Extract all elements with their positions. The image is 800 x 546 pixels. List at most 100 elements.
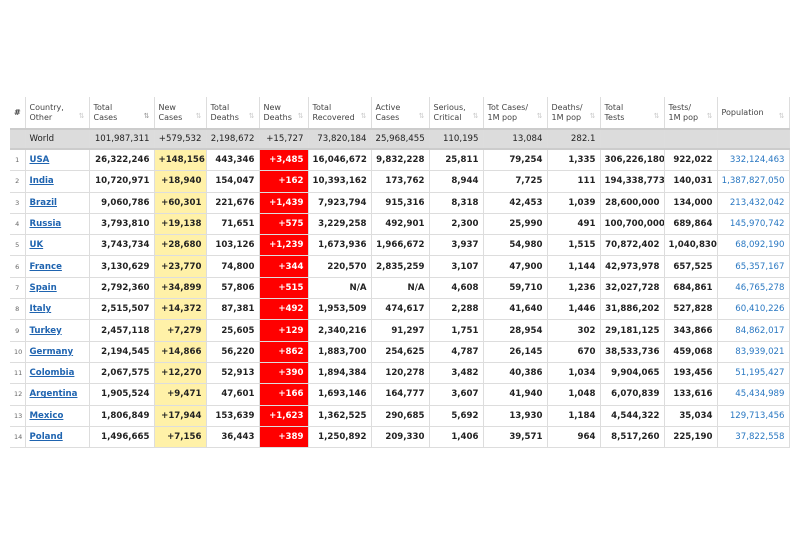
column-header-label: Active Cases bbox=[375, 102, 401, 122]
cell-rank: 4 bbox=[10, 213, 26, 236]
cell-country: Turkey bbox=[25, 319, 90, 342]
country-link[interactable]: Italy bbox=[29, 304, 52, 315]
cell-new-cases: +23,770 bbox=[154, 255, 207, 278]
cell-new-cases: +19,138 bbox=[154, 213, 207, 236]
cell-total-cases: 26,322,246 bbox=[89, 149, 155, 172]
country-link[interactable]: Turkey bbox=[29, 325, 62, 336]
cell-active-cases: 474,617 bbox=[371, 298, 430, 321]
sort-icon[interactable]: ⇅ bbox=[418, 112, 425, 120]
cell-active-cases: N/A bbox=[371, 277, 430, 300]
cell-new-cases: +34,899 bbox=[154, 277, 207, 300]
column-header-serious-critical[interactable]: Serious, Critical ⇅ bbox=[429, 97, 484, 130]
sort-icon[interactable]: ⇅ bbox=[297, 112, 304, 120]
column-header-cases-per-1m[interactable]: Tot Cases/ 1M pop ⇅ bbox=[483, 97, 548, 130]
cell-active-cases: 1,966,672 bbox=[371, 234, 430, 257]
cell-serious-critical: 3,937 bbox=[429, 234, 484, 257]
cell-active-cases: 25,968,455 bbox=[371, 129, 430, 150]
cell-total-recovered: 1,362,525 bbox=[308, 405, 372, 427]
column-header-country[interactable]: Country, Other ⇅ bbox=[25, 97, 90, 130]
cell-total-deaths: 221,676 bbox=[206, 192, 260, 214]
column-header-tests-per-1m[interactable]: Tests/ 1M pop ⇅ bbox=[664, 97, 718, 130]
cell-rank: 2 bbox=[10, 170, 26, 193]
cell-country: Mexico bbox=[25, 405, 90, 427]
cell-total-recovered: 1,953,509 bbox=[308, 298, 372, 321]
cell-total-tests: 9,904,065 bbox=[600, 362, 665, 385]
cell-new-cases: +579,532 bbox=[154, 129, 207, 150]
sort-icon[interactable]: ⇅ bbox=[589, 112, 596, 120]
country-link[interactable]: India bbox=[29, 176, 54, 187]
country-link[interactable]: Argentina bbox=[29, 389, 78, 400]
cell-deaths-per-1m: 1,236 bbox=[547, 277, 601, 300]
column-header-deaths-per-1m[interactable]: Deaths/ 1M pop ⇅ bbox=[547, 97, 601, 130]
cell-cases-per-1m: 42,453 bbox=[483, 192, 548, 214]
cell-serious-critical: 3,107 bbox=[429, 255, 484, 278]
sort-icon[interactable]: ⇅ bbox=[536, 112, 543, 120]
cell-population: 84,862,017 bbox=[717, 319, 790, 342]
country-link[interactable]: Russia bbox=[29, 219, 62, 230]
country-link[interactable]: Poland bbox=[29, 432, 63, 442]
cell-rank: 1 bbox=[10, 149, 26, 172]
country-link[interactable]: Spain bbox=[29, 282, 57, 293]
sort-icon[interactable]: ⇅ bbox=[195, 112, 202, 120]
cell-rank: 13 bbox=[10, 405, 26, 427]
column-header-total-deaths[interactable]: Total Deaths ⇅ bbox=[206, 97, 260, 130]
country-link[interactable]: France bbox=[29, 261, 62, 272]
cell-total-recovered: 1,894,384 bbox=[308, 362, 372, 385]
cell-cases-per-1m: 7,725 bbox=[483, 170, 548, 193]
column-header-total-tests[interactable]: Total Tests ⇅ bbox=[600, 97, 665, 130]
cell-total-cases: 3,793,810 bbox=[89, 213, 155, 236]
cell-new-cases: +18,940 bbox=[154, 170, 207, 193]
country-link[interactable]: Colombia bbox=[29, 368, 75, 379]
sort-icon[interactable]: ⇅ bbox=[472, 112, 479, 120]
column-header-new-deaths[interactable]: New Deaths ⇅ bbox=[259, 97, 309, 130]
table-row: 10 Germany 2,194,545 +14,866 56,220 +862 1,883… bbox=[10, 341, 790, 363]
cell-cases-per-1m: 41,940 bbox=[483, 383, 548, 406]
cell-active-cases: 91,297 bbox=[371, 319, 430, 342]
cell-tests-per-1m: 527,828 bbox=[664, 298, 718, 321]
cell-total-deaths: 87,381 bbox=[206, 298, 260, 321]
cell-country: USA bbox=[25, 149, 90, 172]
header-row: # Country, Other ⇅ Total Cases ⇅ New Cases ⇅ To… bbox=[10, 97, 790, 130]
cell-new-deaths: +162 bbox=[259, 170, 309, 193]
cell-deaths-per-1m: 302 bbox=[547, 319, 601, 342]
cell-total-recovered: 73,820,184 bbox=[308, 129, 372, 150]
cell-active-cases: 254,625 bbox=[371, 341, 430, 363]
sort-icon[interactable]: ⇅ bbox=[653, 112, 660, 120]
column-header-label: Total Tests bbox=[604, 102, 625, 122]
cell-total-recovered: 1,673,936 bbox=[308, 234, 372, 257]
cell-rank: 14 bbox=[10, 426, 26, 449]
cell-cases-per-1m: 54,980 bbox=[483, 234, 548, 257]
column-header-total-cases[interactable]: Total Cases ⇅ bbox=[89, 97, 155, 130]
country-link[interactable]: USA bbox=[29, 155, 50, 166]
cell-serious-critical: 2,288 bbox=[429, 298, 484, 321]
table-row: 3 Brazil 9,060,786 +60,301 221,676 +1,439 7,92… bbox=[10, 192, 790, 214]
sort-icon[interactable]: ⇅ bbox=[706, 112, 713, 120]
cell-total-cases: 9,060,786 bbox=[89, 192, 155, 214]
column-header-new-cases[interactable]: New Cases ⇅ bbox=[154, 97, 207, 130]
cell-serious-critical: 8,944 bbox=[429, 170, 484, 193]
column-header-total-recovered[interactable]: Total Recovered ⇅ bbox=[308, 97, 372, 130]
sort-icon[interactable]: ⇅ bbox=[778, 112, 785, 120]
cell-population: 37,822,558 bbox=[717, 426, 790, 449]
sort-icon[interactable]: ⇅ bbox=[360, 112, 367, 120]
column-header-population[interactable]: Population ⇅ bbox=[717, 97, 790, 130]
country-link[interactable]: Germany bbox=[29, 346, 74, 357]
country-link[interactable]: Brazil bbox=[29, 197, 57, 208]
cell-total-tests: 70,872,402 bbox=[600, 234, 665, 257]
cell-active-cases: 9,832,228 bbox=[371, 149, 430, 172]
cell-country: Spain bbox=[25, 277, 90, 300]
cell-total-recovered: 2,340,216 bbox=[308, 319, 372, 342]
country-link[interactable]: Mexico bbox=[29, 410, 64, 421]
sort-icon[interactable]: ⇅ bbox=[143, 112, 150, 120]
cell-cases-per-1m: 79,254 bbox=[483, 149, 548, 172]
sort-icon[interactable]: ⇅ bbox=[248, 112, 255, 120]
cell-tests-per-1m: 343,866 bbox=[664, 319, 718, 342]
country-link[interactable]: UK bbox=[29, 240, 44, 251]
cell-tests-per-1m: 140,031 bbox=[664, 170, 718, 193]
column-header-active-cases[interactable]: Active Cases ⇅ bbox=[371, 97, 430, 130]
cell-total-deaths: 56,220 bbox=[206, 341, 260, 363]
sort-icon[interactable]: ⇅ bbox=[78, 112, 85, 120]
cell-total-recovered: 10,393,162 bbox=[308, 170, 372, 193]
cell-new-cases: +14,866 bbox=[154, 341, 207, 363]
cell-total-cases: 2,515,507 bbox=[89, 298, 155, 321]
